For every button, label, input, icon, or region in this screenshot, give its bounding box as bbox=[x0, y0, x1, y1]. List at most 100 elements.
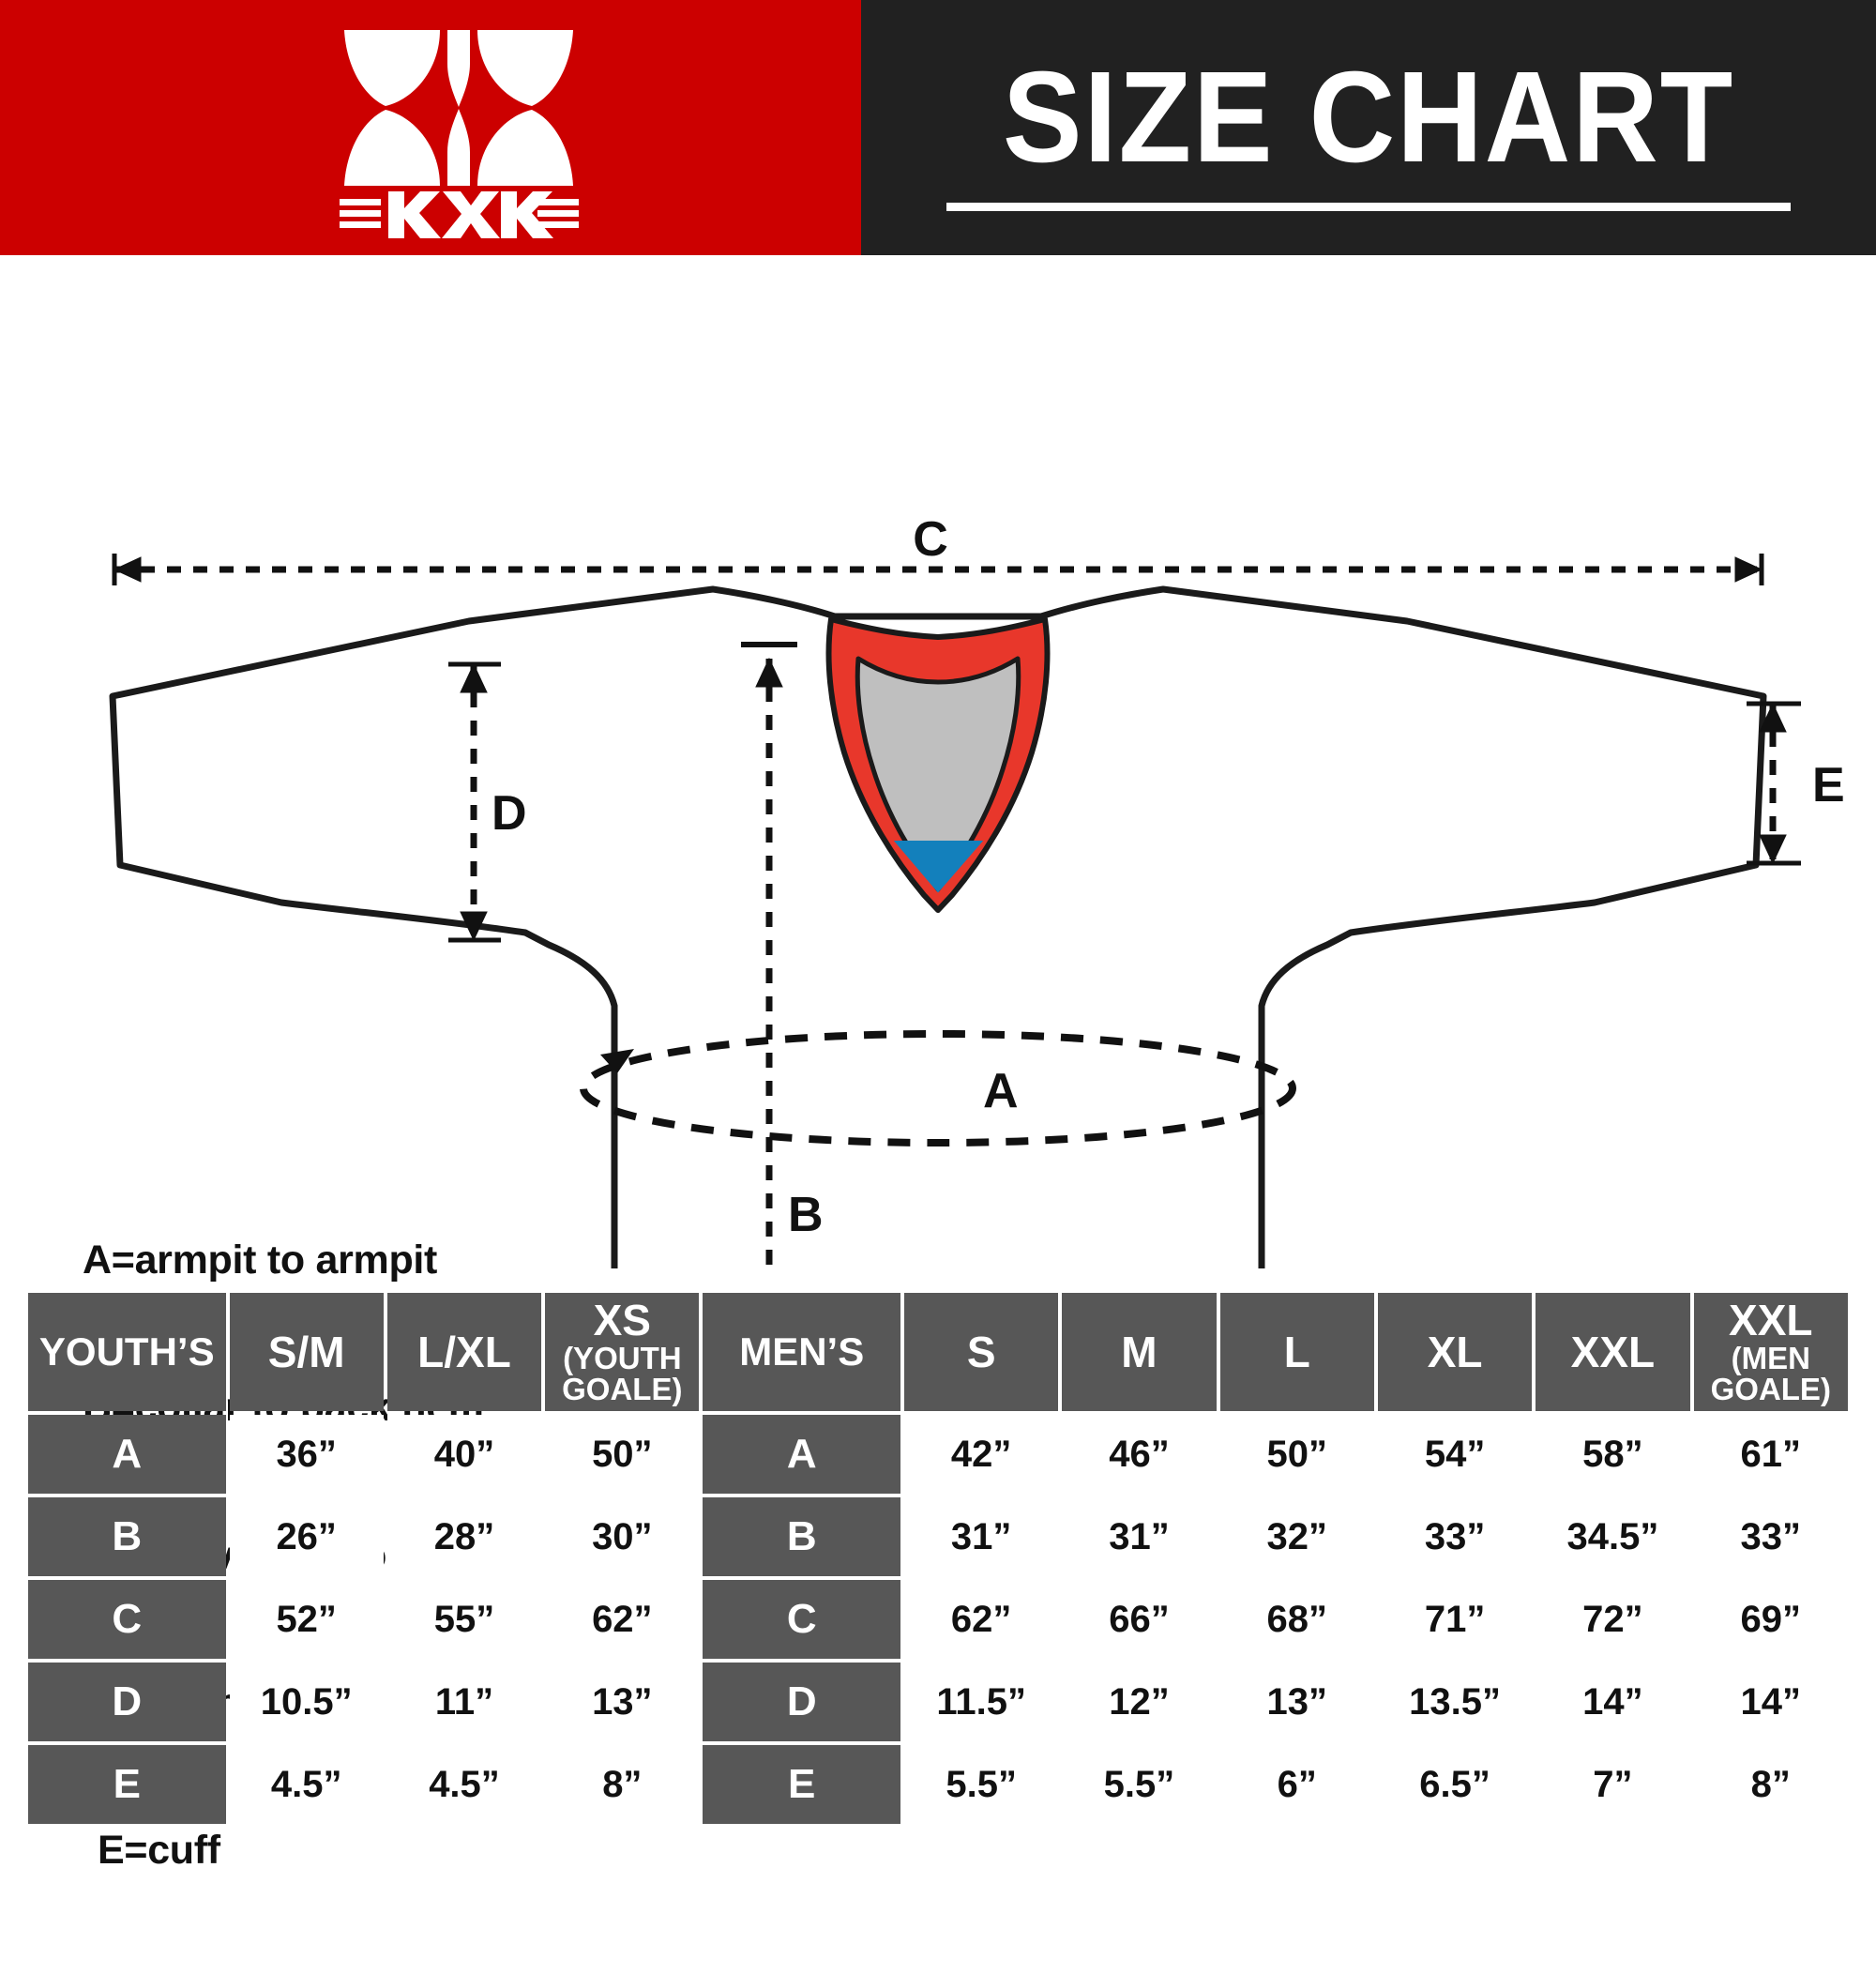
youth-row-label-a: A bbox=[28, 1415, 226, 1494]
header-mens-size-0: S bbox=[904, 1293, 1059, 1411]
dimension-a-ellipse bbox=[580, 1030, 1296, 1146]
youth-d-lxl: 11” bbox=[386, 1663, 542, 1741]
mens-a-xxlg: 61” bbox=[1693, 1415, 1848, 1494]
youth-b-sm: 26” bbox=[229, 1497, 384, 1576]
kxk-wordmark-icon bbox=[339, 191, 579, 238]
youth-e-xs: 8” bbox=[545, 1745, 700, 1824]
header-mens-size-5-main: XXL bbox=[1729, 1295, 1813, 1344]
kxk-butterfly-logo-icon bbox=[344, 30, 573, 186]
table-header-row: YOUTH’S S/M L/XL XS (YOUTH GOALE) MEN’S … bbox=[28, 1293, 1848, 1411]
mens-e-xxl: 7” bbox=[1536, 1745, 1690, 1824]
header-youth-size-2-main: XS bbox=[593, 1295, 651, 1344]
youth-d-sm: 10.5” bbox=[229, 1663, 384, 1741]
header-youth-group: YOUTH’S bbox=[28, 1293, 226, 1411]
collar-accent-triangle bbox=[893, 841, 984, 893]
legend-item-a: A=armpit to armpit bbox=[83, 1237, 438, 1283]
header-mens-size-4: XXL bbox=[1536, 1293, 1690, 1411]
brand-logo bbox=[318, 28, 599, 244]
dimension-label-d: D bbox=[492, 786, 527, 841]
header-mens-size-4-main: XXL bbox=[1570, 1327, 1656, 1376]
mens-d-xxl: 14” bbox=[1536, 1663, 1690, 1741]
table-row: B 26” 28” 30” B 31” 31” 32” 33” 34.5” 33… bbox=[28, 1497, 1848, 1576]
mens-a-l: 50” bbox=[1219, 1415, 1374, 1494]
title-panel: SIZE CHART bbox=[861, 0, 1876, 255]
youth-d-xs: 13” bbox=[545, 1663, 700, 1741]
header-youth-size-0: S/M bbox=[229, 1293, 384, 1411]
mens-e-xl: 6.5” bbox=[1377, 1745, 1533, 1824]
mens-c-s: 62” bbox=[904, 1580, 1059, 1659]
mens-row-label-a: A bbox=[703, 1415, 900, 1494]
youth-b-lxl: 28” bbox=[386, 1497, 542, 1576]
header-youth-size-2-note: (YOUTH GOALE) bbox=[562, 1340, 683, 1407]
mens-row-label-d: D bbox=[703, 1663, 900, 1741]
header-mens-size-5: XXL (MEN GOALE) bbox=[1693, 1293, 1848, 1411]
size-table-wrap: YOUTH’S S/M L/XL XS (YOUTH GOALE) MEN’S … bbox=[24, 1289, 1852, 1828]
header-youth-size-1-main: L/XL bbox=[417, 1327, 511, 1376]
mens-row-label-e: E bbox=[703, 1745, 900, 1824]
header-mens-size-0-main: S bbox=[966, 1327, 996, 1376]
header-mens-size-5-note: (MEN GOALE) bbox=[1710, 1340, 1831, 1407]
size-chart-table: YOUTH’S S/M L/XL XS (YOUTH GOALE) MEN’S … bbox=[24, 1289, 1852, 1828]
mens-b-xxlg: 33” bbox=[1693, 1497, 1848, 1576]
mens-row-label-b: B bbox=[703, 1497, 900, 1576]
mens-c-xxlg: 69” bbox=[1693, 1580, 1848, 1659]
mens-d-m: 12” bbox=[1062, 1663, 1217, 1741]
youth-row-label-e: E bbox=[28, 1745, 226, 1824]
mens-d-l: 13” bbox=[1219, 1663, 1374, 1741]
header-mens-size-3: XL bbox=[1377, 1293, 1533, 1411]
mens-b-xl: 33” bbox=[1377, 1497, 1533, 1576]
header-mens-size-2-main: L bbox=[1283, 1327, 1310, 1376]
mens-b-xxl: 34.5” bbox=[1536, 1497, 1690, 1576]
youth-e-sm: 4.5” bbox=[229, 1745, 384, 1824]
jersey-body-outline bbox=[109, 585, 1767, 1268]
mens-d-xxlg: 14” bbox=[1693, 1663, 1848, 1741]
dimension-a-arrowhead bbox=[600, 1049, 634, 1073]
mens-row-label-c: C bbox=[703, 1580, 900, 1659]
table-row: E 4.5” 4.5” 8” E 5.5” 5.5” 6” 6.5” 7” 8” bbox=[28, 1745, 1848, 1824]
youth-b-xs: 30” bbox=[545, 1497, 700, 1576]
mens-e-m: 5.5” bbox=[1062, 1745, 1217, 1824]
dimension-c bbox=[112, 554, 1764, 585]
youth-e-lxl: 4.5” bbox=[386, 1745, 542, 1824]
table-row: D 10.5” 11” 13” D 11.5” 12” 13” 13.5” 14… bbox=[28, 1663, 1848, 1741]
mens-a-s: 42” bbox=[904, 1415, 1059, 1494]
table-row: A 36” 40” 50” A 42” 46” 50” 54” 58” 61” bbox=[28, 1415, 1848, 1494]
mens-e-s: 5.5” bbox=[904, 1745, 1059, 1824]
mens-d-s: 11.5” bbox=[904, 1663, 1059, 1741]
mens-e-xxlg: 8” bbox=[1693, 1745, 1848, 1824]
header-mens-size-1-main: M bbox=[1121, 1327, 1157, 1376]
youth-row-label-b: B bbox=[28, 1497, 226, 1576]
header-mens-size-2: L bbox=[1219, 1293, 1374, 1411]
dimension-label-e: E bbox=[1812, 758, 1845, 812]
brand-panel bbox=[0, 0, 861, 255]
header-mens-group: MEN’S bbox=[703, 1293, 900, 1411]
mens-a-m: 46” bbox=[1062, 1415, 1217, 1494]
youth-c-lxl: 55” bbox=[386, 1580, 542, 1659]
legend-item-e: E=cuff bbox=[98, 1828, 220, 1874]
table-row: C 52” 55” 62” C 62” 66” 68” 71” 72” 69” bbox=[28, 1580, 1848, 1659]
dimension-label-a: A bbox=[983, 1064, 1019, 1118]
mens-a-xxl: 58” bbox=[1536, 1415, 1690, 1494]
mens-a-xl: 54” bbox=[1377, 1415, 1533, 1494]
mens-b-s: 31” bbox=[904, 1497, 1059, 1576]
dimension-d bbox=[448, 661, 501, 943]
header-mens-size-1: M bbox=[1062, 1293, 1217, 1411]
youth-row-label-d: D bbox=[28, 1663, 226, 1741]
youth-c-sm: 52” bbox=[229, 1580, 384, 1659]
youth-a-xs: 50” bbox=[545, 1415, 700, 1494]
jersey-illustration: C D E bbox=[109, 512, 1845, 1268]
mens-c-m: 66” bbox=[1062, 1580, 1217, 1659]
dimension-label-b: B bbox=[788, 1188, 824, 1242]
jersey-diagram: C D E bbox=[0, 255, 1876, 1873]
youth-row-label-c: C bbox=[28, 1580, 226, 1659]
dimension-e bbox=[1747, 701, 1801, 866]
page-title: SIZE CHART bbox=[1002, 44, 1735, 190]
page-header: SIZE CHART bbox=[0, 0, 1876, 255]
mens-b-m: 31” bbox=[1062, 1497, 1217, 1576]
collar-inner-panel bbox=[855, 656, 1021, 892]
dimension-b bbox=[741, 642, 797, 1268]
header-youth-size-0-main: S/M bbox=[267, 1327, 345, 1376]
mens-e-l: 6” bbox=[1219, 1745, 1374, 1824]
header-mens-size-3-main: XL bbox=[1427, 1327, 1483, 1376]
mens-c-xxl: 72” bbox=[1536, 1580, 1690, 1659]
